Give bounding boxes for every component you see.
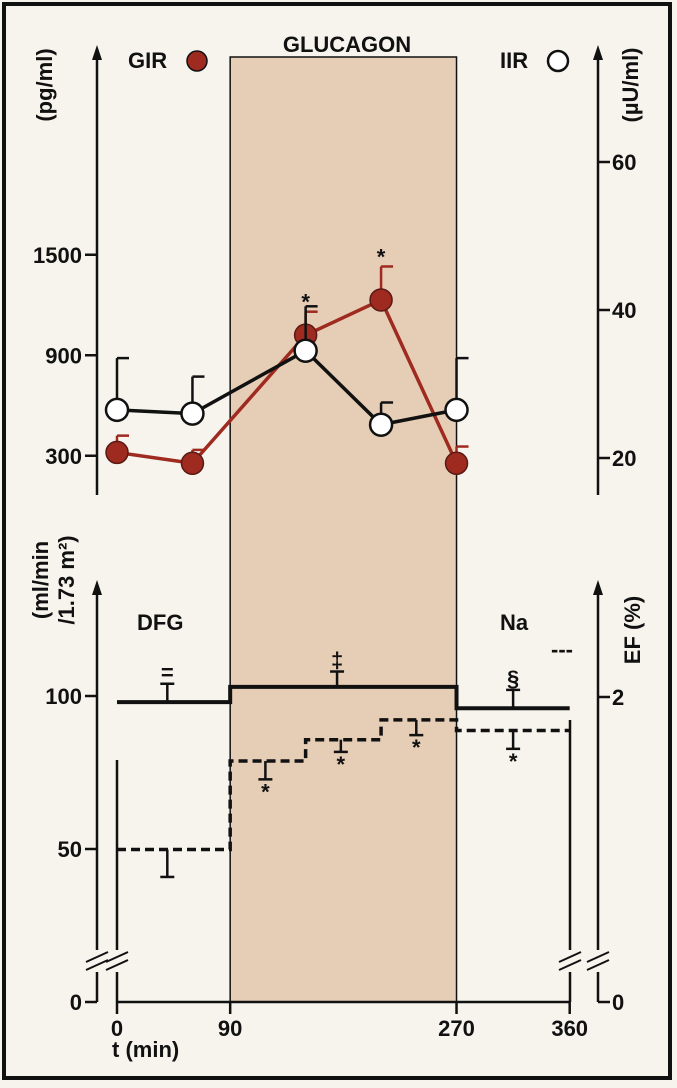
top-left-tick-label: 300 — [45, 444, 82, 469]
legend-na-label: Na — [500, 610, 529, 635]
bottom-right-tick-label: 0 — [612, 990, 624, 1015]
x-tick-label: 90 — [218, 1016, 242, 1041]
top-left-tick-label: 900 — [45, 343, 82, 368]
legend-na-dash: --- — [551, 637, 573, 662]
significance-mark: * — [261, 779, 270, 804]
data-point-gir — [369, 288, 393, 312]
x-tick-label: 270 — [438, 1016, 475, 1041]
bottom-left-tick-label: 100 — [45, 684, 82, 709]
significance-mark: * — [509, 749, 518, 774]
legend-iir-label: IIR — [500, 48, 528, 73]
bottom-right-axis — [586, 580, 610, 1002]
bottom-right-axis-unit: EF (%) — [620, 596, 645, 664]
top-right-axis-unit: (µU/ml) — [618, 47, 643, 122]
data-point-iir — [444, 397, 469, 423]
legend-gir-label: GIR — [128, 48, 167, 73]
top-right-tick-label: 20 — [612, 446, 636, 471]
bottom-left-axis-unit-line2: /1.73 m²) — [54, 535, 79, 624]
top-left-axis-unit: (pg/ml) — [32, 48, 57, 121]
top-right-tick-label: 40 — [612, 298, 636, 323]
data-point-gir — [444, 451, 469, 476]
bottom-right-tick-label: 2 — [612, 685, 624, 710]
significance-mark: = — [161, 660, 174, 685]
data-point-gir — [180, 451, 205, 476]
significance-mark: * — [337, 752, 346, 777]
top-left-tick-label: 1500 — [33, 243, 82, 268]
x-tick-label: 360 — [551, 1016, 588, 1041]
top-right-tick-label: 60 — [612, 150, 636, 175]
significance-mark: * — [377, 244, 386, 269]
significance-mark: § — [507, 666, 519, 691]
legend-dfg-label: DFG — [137, 610, 183, 635]
data-point-iir — [180, 401, 205, 426]
x-axis-label: t (min) — [112, 1037, 179, 1062]
bottom-left-tick-label: 0 — [70, 990, 82, 1015]
legend-gir-marker — [186, 50, 208, 72]
data-point-gir — [105, 440, 129, 465]
x-tick-label: 0 — [111, 1016, 123, 1041]
significance-mark: * — [412, 735, 421, 760]
data-point-iir — [104, 397, 130, 423]
step-line-na — [117, 718, 570, 852]
x-axis — [105, 720, 582, 1004]
legend-iir-marker — [546, 49, 570, 73]
top-panel-title: GLUCAGON — [283, 32, 411, 57]
step-line-dfg — [117, 684, 570, 711]
bottom-left-axis-unit-line1: (ml/min — [28, 541, 53, 619]
bottom-left-axis — [85, 580, 109, 1002]
data-point-iir — [293, 338, 318, 363]
data-point-iir — [368, 412, 394, 437]
top-right-axis — [593, 45, 603, 495]
glucagon-shaded-period — [229, 56, 458, 1003]
significance-mark: ‡ — [331, 648, 343, 673]
top-left-axis — [92, 45, 102, 495]
significance-mark: * — [301, 290, 310, 315]
bottom-left-tick-label: 50 — [58, 837, 82, 862]
